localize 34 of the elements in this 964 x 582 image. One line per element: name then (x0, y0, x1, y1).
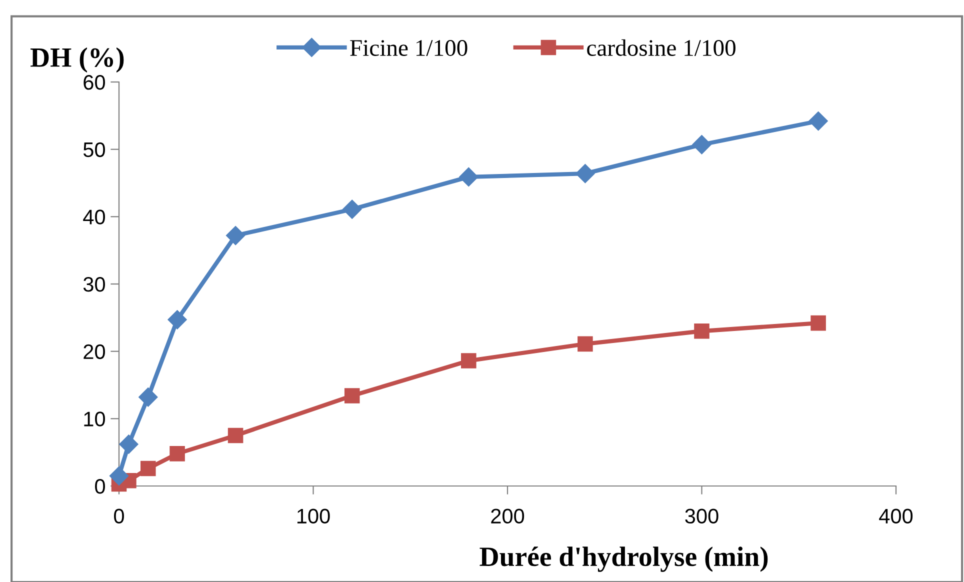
point (342, 200, 362, 219)
point (694, 323, 710, 339)
x-tick-label: 200 (491, 508, 524, 524)
legend-label: cardosine 1/100 (587, 39, 736, 56)
point (692, 135, 712, 154)
y-tick-label: 30 (83, 277, 105, 292)
y-tick-label: 20 (84, 344, 105, 360)
x-axis-title: Durée d'hydrolyse (min) (480, 546, 768, 572)
point (808, 112, 828, 131)
point (119, 434, 138, 454)
x-tick-label: 300 (685, 508, 718, 524)
y-tick-label: 60 (84, 75, 105, 90)
x-tick-label: 100 (297, 508, 330, 524)
point (138, 388, 158, 407)
point (461, 353, 476, 368)
point (228, 428, 244, 444)
y-tick-label: 40 (83, 210, 105, 224)
legend-label: Ficine 1/100 (350, 40, 468, 56)
point (576, 164, 595, 184)
y-tick-label: 0 (95, 479, 105, 494)
point (459, 167, 478, 186)
point (170, 446, 185, 462)
point (109, 466, 129, 486)
point (226, 226, 246, 246)
point (344, 388, 360, 404)
point (140, 460, 156, 476)
x-tick-label: 0 (114, 508, 124, 524)
point (810, 315, 826, 331)
x-tick-label: 400 (879, 508, 913, 524)
y-tick-label: 50 (83, 142, 105, 158)
point (168, 310, 187, 330)
point (578, 336, 593, 352)
y-tick-label: 10 (84, 412, 105, 426)
y-axis-title: DH (%) (30, 47, 124, 73)
